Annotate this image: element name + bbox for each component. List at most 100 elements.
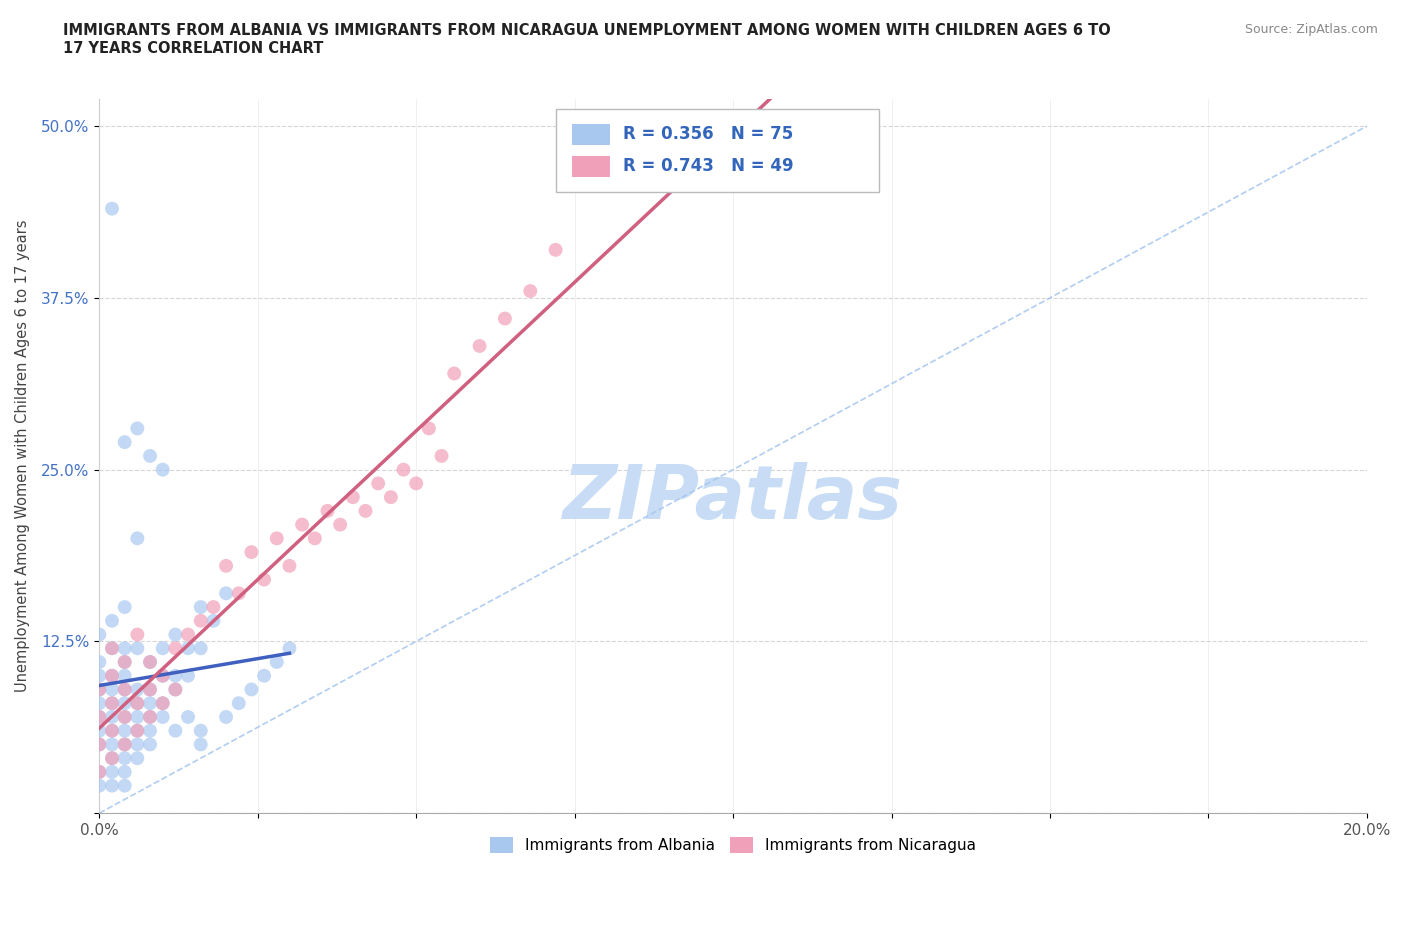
Point <box>127 724 149 738</box>
Point <box>519 284 541 299</box>
Point <box>127 627 149 642</box>
Point <box>114 655 136 670</box>
Point <box>139 682 162 697</box>
Point <box>190 737 212 751</box>
Point <box>89 682 111 697</box>
Point <box>127 737 149 751</box>
Point <box>114 710 136 724</box>
Point <box>152 641 174 656</box>
Point <box>114 710 136 724</box>
Point <box>342 490 364 505</box>
Point <box>127 751 149 765</box>
Point <box>89 764 111 779</box>
Point <box>165 724 187 738</box>
Point <box>139 710 162 724</box>
Point <box>89 710 111 724</box>
Point <box>304 531 326 546</box>
Point <box>127 421 149 436</box>
Point <box>101 641 124 656</box>
Point <box>89 737 111 751</box>
Point <box>89 682 111 697</box>
Point <box>228 696 250 711</box>
Point <box>177 627 200 642</box>
Point <box>190 724 212 738</box>
Point <box>114 751 136 765</box>
Point <box>114 434 136 449</box>
FancyBboxPatch shape <box>555 110 879 192</box>
Point <box>405 476 427 491</box>
Point <box>291 517 314 532</box>
Point <box>101 737 124 751</box>
Point <box>114 600 136 615</box>
Point <box>89 627 111 642</box>
Point <box>165 682 187 697</box>
Point <box>89 655 111 670</box>
Text: R = 0.743   N = 49: R = 0.743 N = 49 <box>623 157 793 175</box>
Point <box>101 669 124 684</box>
Point <box>430 448 453 463</box>
Point <box>253 572 276 587</box>
Y-axis label: Unemployment Among Women with Children Ages 6 to 17 years: Unemployment Among Women with Children A… <box>15 219 30 692</box>
Point <box>114 737 136 751</box>
Point <box>101 764 124 779</box>
Point <box>101 696 124 711</box>
Point <box>127 682 149 697</box>
Point <box>89 778 111 793</box>
Point <box>392 462 415 477</box>
Point <box>165 627 187 642</box>
FancyBboxPatch shape <box>572 156 610 178</box>
Point <box>127 641 149 656</box>
Point <box>494 312 516 326</box>
Point <box>114 682 136 697</box>
Point <box>202 614 225 629</box>
Point <box>152 710 174 724</box>
Point <box>152 696 174 711</box>
Point <box>139 724 162 738</box>
Point <box>114 778 136 793</box>
Point <box>127 696 149 711</box>
Point <box>177 669 200 684</box>
Point <box>152 696 174 711</box>
Point <box>215 558 238 573</box>
Point <box>253 669 276 684</box>
Point <box>215 586 238 601</box>
Point <box>190 600 212 615</box>
Point <box>215 710 238 724</box>
Point <box>101 724 124 738</box>
Point <box>380 490 402 505</box>
Text: R = 0.356   N = 75: R = 0.356 N = 75 <box>623 125 793 142</box>
Point <box>101 614 124 629</box>
Point <box>266 655 288 670</box>
Point <box>89 696 111 711</box>
Point <box>165 669 187 684</box>
Point <box>468 339 491 353</box>
Point <box>89 724 111 738</box>
Point <box>139 448 162 463</box>
Point <box>101 696 124 711</box>
Point <box>139 696 162 711</box>
Text: IMMIGRANTS FROM ALBANIA VS IMMIGRANTS FROM NICARAGUA UNEMPLOYMENT AMONG WOMEN WI: IMMIGRANTS FROM ALBANIA VS IMMIGRANTS FR… <box>63 23 1111 56</box>
Legend: Immigrants from Albania, Immigrants from Nicaragua: Immigrants from Albania, Immigrants from… <box>484 830 983 859</box>
Point <box>101 641 124 656</box>
Point <box>101 751 124 765</box>
Point <box>101 778 124 793</box>
Point <box>114 696 136 711</box>
Point <box>127 531 149 546</box>
Point <box>114 641 136 656</box>
Point <box>114 737 136 751</box>
Point <box>152 669 174 684</box>
Point <box>89 764 111 779</box>
Point <box>114 764 136 779</box>
Point <box>89 737 111 751</box>
Point <box>114 655 136 670</box>
Point <box>177 641 200 656</box>
Point <box>101 710 124 724</box>
Point <box>89 710 111 724</box>
Point <box>101 751 124 765</box>
Point <box>418 421 440 436</box>
Point <box>139 682 162 697</box>
Point <box>89 669 111 684</box>
Point <box>114 669 136 684</box>
FancyBboxPatch shape <box>572 124 610 145</box>
Point <box>139 655 162 670</box>
